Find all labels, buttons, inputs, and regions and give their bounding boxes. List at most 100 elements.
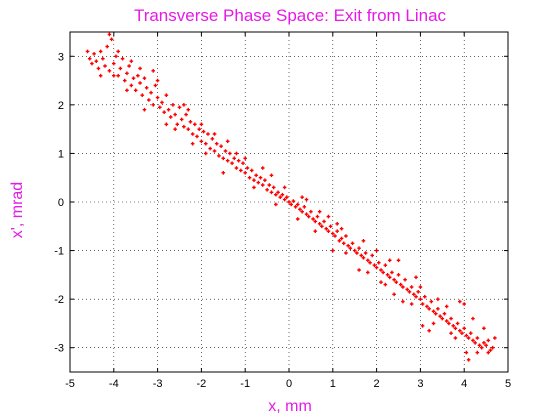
data-point (366, 270, 370, 275)
data-point (107, 32, 112, 37)
data-point (280, 192, 285, 197)
data-point (326, 214, 331, 219)
data-point (118, 66, 123, 71)
data-point (214, 141, 219, 146)
data-point (455, 321, 460, 326)
data-point (374, 248, 379, 253)
data-point (394, 280, 399, 284)
data-point (236, 158, 241, 163)
data-point (405, 287, 410, 292)
data-point (451, 324, 456, 328)
data-point (392, 292, 396, 297)
data-point (243, 171, 247, 175)
x-tick-label: 2 (374, 378, 380, 390)
data-point (173, 127, 177, 131)
grid-lines (70, 32, 508, 372)
data-point (271, 185, 276, 190)
data-point (460, 331, 464, 335)
data-point (317, 209, 322, 214)
data-point (199, 122, 204, 127)
data-point (177, 105, 182, 110)
data-point (482, 326, 486, 331)
data-point (486, 338, 491, 343)
data-point (464, 333, 469, 338)
data-point (125, 71, 129, 76)
data-point (195, 134, 199, 139)
y-tick-label: 0 (58, 197, 64, 209)
data-point (173, 112, 177, 117)
data-point (87, 56, 92, 61)
data-point (254, 173, 258, 178)
data-point (184, 112, 188, 117)
data-point (221, 156, 226, 161)
data-point (390, 270, 394, 275)
data-point (203, 141, 208, 146)
data-point (249, 168, 254, 173)
data-point (295, 217, 300, 221)
data-point (466, 358, 471, 362)
data-point (414, 275, 418, 280)
data-point (471, 316, 475, 321)
data-point (260, 166, 265, 170)
data-point (175, 122, 180, 127)
x-tick-label: 1 (330, 378, 336, 390)
data-point (346, 243, 350, 248)
data-point (168, 115, 173, 119)
data-point (171, 103, 175, 107)
data-point (269, 173, 274, 178)
data-point (352, 248, 357, 253)
data-point (120, 56, 125, 61)
data-point (140, 93, 145, 97)
data-point (157, 105, 162, 110)
data-point (256, 180, 261, 185)
data-point (155, 95, 160, 100)
data-point (370, 253, 375, 258)
data-point (379, 280, 383, 284)
data-point (190, 132, 195, 136)
data-point (98, 73, 103, 78)
data-point (304, 212, 309, 216)
data-point (149, 90, 153, 95)
data-point (133, 88, 138, 93)
data-point (155, 78, 160, 83)
data-point (333, 234, 337, 238)
data-point (429, 299, 434, 304)
data-point (260, 183, 265, 187)
data-point (418, 297, 423, 301)
data-point (438, 314, 442, 318)
data-point (418, 285, 423, 289)
data-point (232, 156, 237, 161)
data-point (422, 294, 427, 299)
data-point (252, 178, 256, 182)
data-point (212, 132, 217, 136)
data-point (101, 56, 105, 61)
data-point (193, 122, 197, 127)
data-point (298, 207, 302, 212)
data-point (482, 341, 486, 345)
data-point (368, 260, 372, 265)
data-point (383, 263, 388, 267)
data-point (300, 195, 304, 199)
x-tick-label: -4 (109, 378, 119, 390)
data-point (462, 326, 466, 331)
data-point (436, 297, 440, 301)
data-point (144, 86, 149, 90)
data-point (234, 166, 239, 170)
data-point (444, 319, 449, 323)
data-point (311, 217, 315, 221)
data-point (208, 146, 212, 151)
data-point (186, 127, 191, 131)
y-tick-label: 2 (58, 100, 64, 112)
x-tick-label: -3 (153, 378, 163, 390)
data-point (103, 64, 107, 68)
data-point (444, 304, 449, 309)
data-point (166, 107, 171, 112)
data-point (324, 226, 329, 231)
data-point (112, 73, 116, 78)
data-point (234, 151, 239, 156)
data-point (379, 268, 383, 272)
data-point (306, 214, 311, 219)
data-point (425, 304, 429, 309)
data-point (114, 54, 118, 59)
data-point (385, 273, 390, 277)
